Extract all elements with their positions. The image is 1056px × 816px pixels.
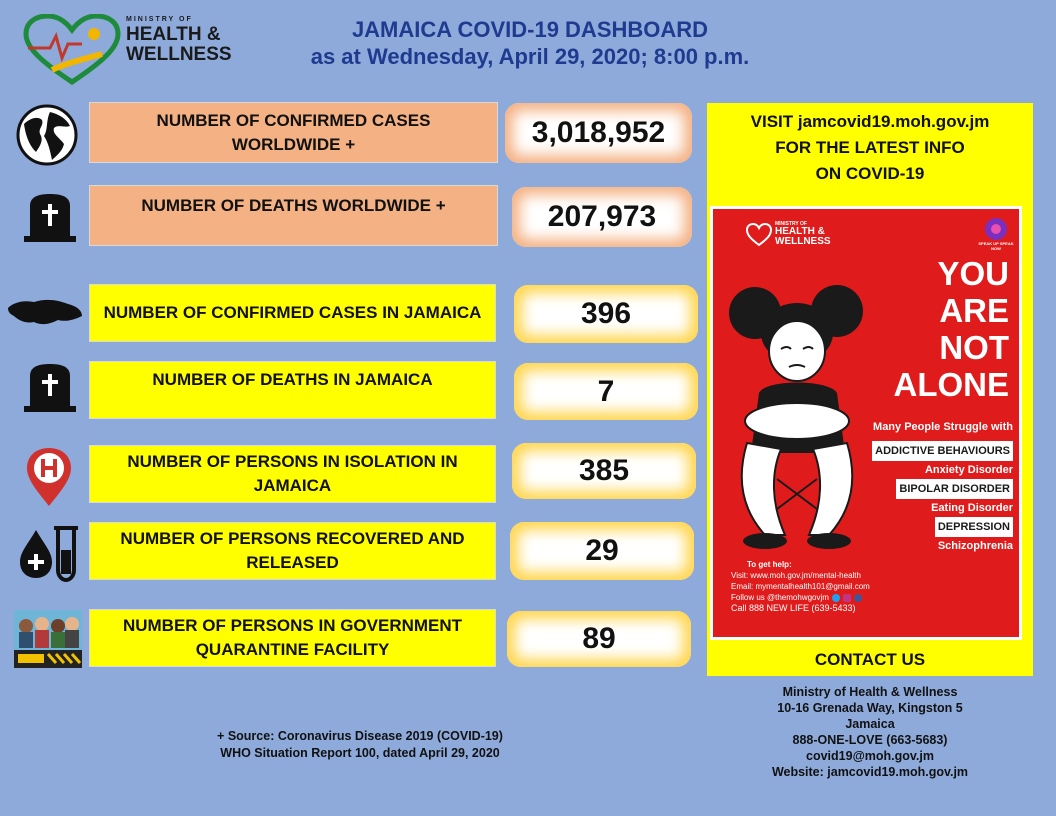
address-line-street: 10-16 Grenada Way, Kingston 5 xyxy=(777,701,963,715)
poster-help-follow: Follow us @themohwgovjm xyxy=(731,593,829,602)
poster-headline-alone: ALONE xyxy=(893,366,1010,403)
poster-struggle-text: Many People Struggle with xyxy=(873,421,1013,433)
speak-up-badge-icon xyxy=(985,218,1007,240)
speak-up-badge-text: SPEAK UP SPEAK NOW xyxy=(978,241,1014,251)
source-line-2: WHO Situation Report 100, dated April 29… xyxy=(220,746,500,760)
poster-help-email: Email: mymentalhealth101@gmail.com xyxy=(731,582,870,591)
logo-ministry-text: MINISTRY OF xyxy=(126,16,193,23)
facebook-icon xyxy=(853,593,862,602)
quarantine-facility-value: 89 xyxy=(507,611,691,667)
confirmed-worldwide-label: NUMBER OF CONFIRMED CASES WORLDWIDE + xyxy=(89,102,498,163)
isolation-jamaica-value: 385 xyxy=(512,443,696,499)
logo-health-text: HEALTH & xyxy=(126,24,221,45)
page-subtitle: as at Wednesday, April 29, 2020; 8:00 p.… xyxy=(310,44,750,69)
poster-help-title: To get help: xyxy=(747,560,792,569)
poster-item-depression: DEPRESSION xyxy=(934,517,1013,537)
globe-icon xyxy=(16,104,78,166)
blood-testtube-icon xyxy=(20,526,78,582)
poster-logo-ministry: MINISTRY OF xyxy=(775,221,807,227)
recovered-label: NUMBER OF PERSONS RECOVERED AND RELEASED xyxy=(89,522,496,580)
poster-heart-logo-icon xyxy=(745,223,773,247)
twitter-icon xyxy=(831,593,840,602)
poster-item-addictive: ADDICTIVE BEHAVIOURS xyxy=(872,441,1013,461)
confirmed-worldwide-value: 3,018,952 xyxy=(505,103,692,163)
poster-item-eating: Eating Disorder xyxy=(931,502,1013,514)
ministry-logo: MINISTRY OF HEALTH & WELLNESS xyxy=(22,14,254,86)
mental-health-poster: MINISTRY OF HEALTH & WELLNESS SPEAK UP S… xyxy=(710,206,1022,640)
deaths-worldwide-value: 207,973 xyxy=(512,187,692,247)
recovered-value: 29 xyxy=(510,522,694,580)
poster-headline-are: ARE xyxy=(939,292,1009,329)
dashboard-title-block: JAMAICA COVID-19 DASHBOARD as at Wednesd… xyxy=(260,16,800,70)
visit-line-2: FOR THE LATEST INFO xyxy=(775,138,965,157)
address-line-website[interactable]: Website: jamcovid19.moh.gov.jm xyxy=(771,765,969,779)
visit-line-3: ON COVID-19 xyxy=(815,164,925,183)
heart-logo-icon xyxy=(23,14,121,86)
poster-help-visit: Visit: www.moh.gov.jm/mental-health xyxy=(731,571,861,580)
quarantine-facility-label: NUMBER OF PERSONS IN GOVERNMENT QUARANTI… xyxy=(89,609,496,667)
confirmed-jamaica-label: NUMBER OF CONFIRMED CASES IN JAMAICA xyxy=(89,284,496,342)
tombstone-icon xyxy=(24,194,76,242)
poster-help-call: Call 888 NEW LIFE (639-5433) xyxy=(731,603,856,613)
instagram-icon xyxy=(842,593,851,602)
poster-logo-line2: WELLNESS xyxy=(775,236,831,247)
source-note: + Source: Coronavirus Disease 2019 (COVI… xyxy=(170,728,550,762)
page-title: JAMAICA COVID-19 DASHBOARD xyxy=(351,17,709,42)
jamaica-map-icon xyxy=(8,299,82,325)
address-line-email[interactable]: covid19@moh.gov.jm xyxy=(806,749,934,763)
source-line-1: + Source: Coronavirus Disease 2019 (COVI… xyxy=(217,729,503,743)
poster-headline-not: NOT xyxy=(939,329,1009,366)
address-line-org: Ministry of Health & Wellness xyxy=(782,685,958,699)
poster-item-schizophrenia: Schizophrenia xyxy=(937,540,1013,552)
sad-girl-illustration xyxy=(729,285,863,549)
isolation-jamaica-label: NUMBER OF PERSONS IN ISOLATION IN JAMAIC… xyxy=(89,445,496,503)
poster-item-anxiety: Anxiety Disorder xyxy=(924,464,1013,476)
deaths-worldwide-label: NUMBER OF DEATHS WORLDWIDE + xyxy=(89,185,498,246)
contact-address-block: Ministry of Health & Wellness 10-16 Gren… xyxy=(735,684,1005,780)
address-line-country: Jamaica xyxy=(845,717,895,731)
logo-wellness-text: WELLNESS xyxy=(126,44,232,65)
hospital-pin-icon xyxy=(27,448,71,506)
tombstone-icon xyxy=(24,364,76,412)
poster-headline-you: YOU xyxy=(937,255,1009,292)
quarantine-people-icon xyxy=(14,610,82,668)
deaths-jamaica-value: 7 xyxy=(514,363,698,420)
confirmed-jamaica-value: 396 xyxy=(514,285,698,343)
address-line-phone[interactable]: 888-ONE-LOVE (663-5683) xyxy=(792,733,948,747)
visit-line-1[interactable]: VISIT jamcovid19.moh.gov.jm xyxy=(750,112,990,131)
deaths-jamaica-label: NUMBER OF DEATHS IN JAMAICA xyxy=(89,361,496,419)
poster-logo-line1: HEALTH & xyxy=(775,226,825,237)
visit-website-panel: VISIT jamcovid19.moh.gov.jm FOR THE LATE… xyxy=(707,103,1033,197)
contact-us-heading: CONTACT US xyxy=(707,643,1033,676)
poster-item-bipolar: BIPOLAR DISORDER xyxy=(896,479,1013,499)
